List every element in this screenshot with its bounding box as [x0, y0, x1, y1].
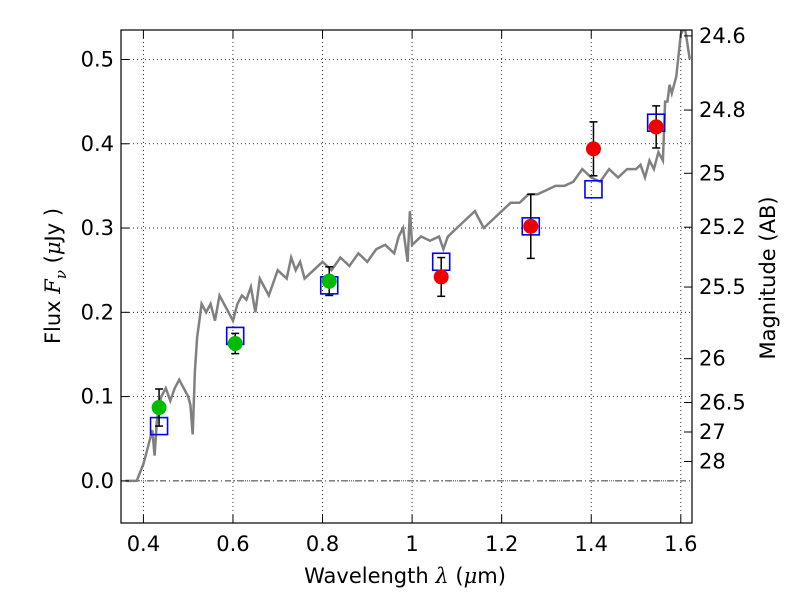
magnitude-tick-label: 26.5 — [699, 390, 746, 414]
plot-frame — [120, 29, 693, 524]
grid-lines — [121, 30, 692, 523]
magnitude-tick-label: 26 — [699, 347, 726, 371]
y-tick-label: 0.2 — [81, 300, 114, 324]
observed-point — [433, 269, 449, 285]
magnitude-tick-label: 24.8 — [699, 98, 746, 122]
magnitude-tick-label: 25 — [699, 161, 726, 185]
magnitude-tick-label: 28 — [699, 449, 726, 473]
x-tick-label: 1.4 — [575, 532, 608, 556]
y-tick-label: 0.5 — [81, 47, 114, 71]
x-tick-label: 1.2 — [485, 532, 518, 556]
y-tick-label: 0.3 — [81, 216, 114, 240]
x-tick-label: 1.6 — [664, 532, 697, 556]
x-tick-label: 0.8 — [306, 532, 339, 556]
observed-point — [523, 218, 539, 234]
observed-point — [151, 400, 167, 416]
observed-point — [227, 335, 243, 351]
magnitude-tick-label: 24.6 — [699, 24, 746, 48]
observed-point — [321, 273, 337, 289]
y-tick-label: 0.4 — [81, 132, 114, 156]
y-axis-label: Flux Fν (μJy ) — [41, 208, 70, 344]
x-axis-label: Wavelength λ (μm) — [304, 564, 506, 588]
magnitude-tick-label: 25.2 — [699, 215, 746, 239]
x-tick-label: 0.4 — [127, 532, 160, 556]
magnitude-tick-label: 25.5 — [699, 275, 746, 299]
axis-ticks: 0.4 0.6 0.8 1 1.2 1.4 1.6 0.0 0.1 0.2 0.3 0.4 0.5 24.… — [81, 24, 746, 556]
observed-point — [585, 141, 601, 157]
data-marks — [149, 105, 666, 436]
x-tick-label: 1 — [405, 532, 418, 556]
model-flux-square — [584, 179, 603, 199]
y-tick-label: 0.1 — [81, 385, 114, 409]
observed-point — [648, 119, 664, 135]
x-tick-label: 0.6 — [216, 532, 249, 556]
plot-area — [125, 30, 692, 483]
sed-model-line — [125, 30, 692, 483]
y-axis-right-label: Magnitude (AB) — [756, 196, 780, 359]
magnitude-tick-label: 27 — [699, 420, 726, 444]
y-tick-label: 0.0 — [81, 469, 114, 493]
